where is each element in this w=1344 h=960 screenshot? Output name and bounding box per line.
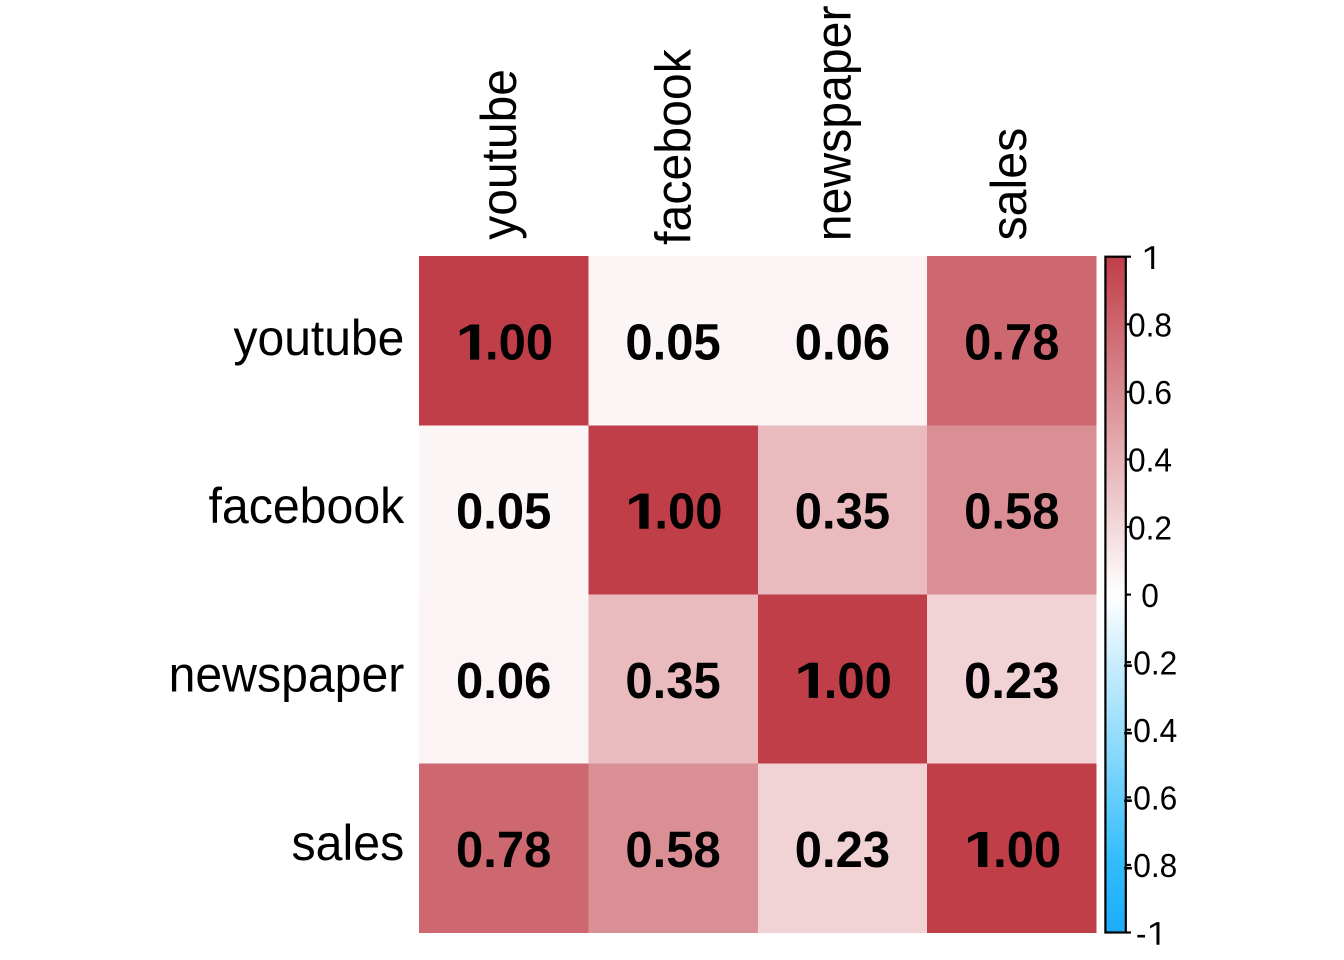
svg-text:0.35: 0.35 xyxy=(625,652,720,709)
svg-text:0.35: 0.35 xyxy=(795,483,890,540)
svg-text:0.06: 0.06 xyxy=(795,314,890,371)
svg-text:0.78: 0.78 xyxy=(964,314,1059,371)
svg-text:newspaper: newspaper xyxy=(805,5,861,241)
svg-text:-0.2: -0.2 xyxy=(1123,644,1178,681)
svg-text:0.05: 0.05 xyxy=(456,483,551,540)
svg-text:0.78: 0.78 xyxy=(456,821,551,878)
svg-text:sales: sales xyxy=(292,815,405,871)
svg-text:youtube: youtube xyxy=(471,69,527,240)
svg-text:0.6: 0.6 xyxy=(1128,374,1172,411)
svg-text:0: 0 xyxy=(1141,577,1159,614)
svg-text:0.23: 0.23 xyxy=(795,821,890,878)
svg-text:newspaper: newspaper xyxy=(169,646,405,702)
svg-text:0.4: 0.4 xyxy=(1128,442,1172,479)
svg-text:.00: .00 xyxy=(485,314,553,371)
svg-text:0.58: 0.58 xyxy=(625,821,720,878)
svg-text:0.58: 0.58 xyxy=(964,483,1059,540)
svg-text:-0.4: -0.4 xyxy=(1123,712,1178,749)
svg-text:youtube: youtube xyxy=(234,310,405,366)
svg-text:0.8: 0.8 xyxy=(1128,307,1172,344)
svg-text:.00: .00 xyxy=(654,483,722,540)
svg-text:0.2: 0.2 xyxy=(1128,509,1172,546)
svg-text:sales: sales xyxy=(981,128,1037,241)
svg-text:-0.6: -0.6 xyxy=(1123,780,1178,817)
svg-text:.00: .00 xyxy=(824,652,892,709)
svg-text:0.23: 0.23 xyxy=(964,652,1059,709)
svg-text:-: - xyxy=(1136,915,1147,952)
svg-text:facebook: facebook xyxy=(209,478,406,534)
svg-text:facebook: facebook xyxy=(646,48,702,245)
svg-text:.00: .00 xyxy=(993,821,1061,878)
svg-text:0.05: 0.05 xyxy=(625,314,720,371)
svg-text:-0.8: -0.8 xyxy=(1123,847,1178,884)
svg-text:0.06: 0.06 xyxy=(456,652,551,709)
